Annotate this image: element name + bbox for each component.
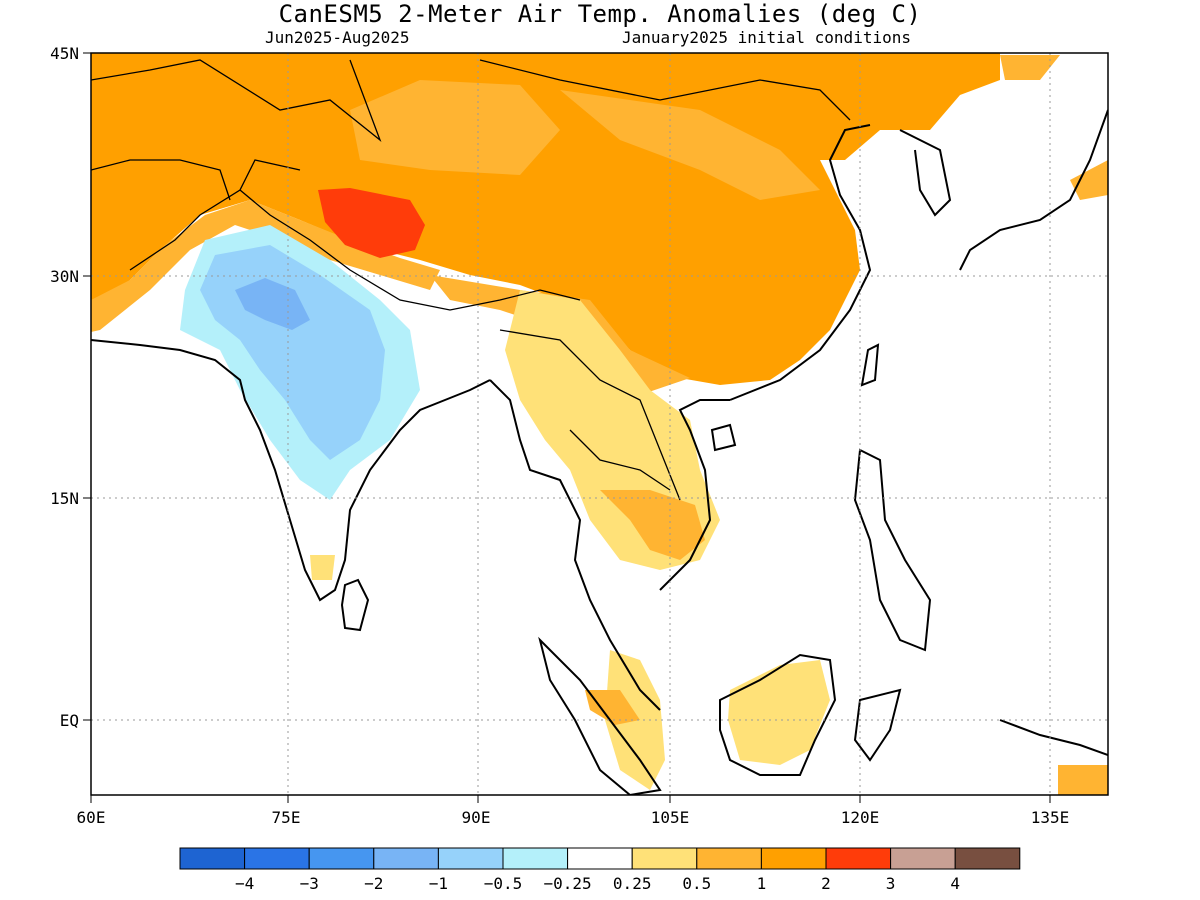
border-himalaya	[239, 189, 581, 311]
colorbar-swatch	[244, 847, 310, 870]
sulawesi-coast	[853, 688, 902, 762]
lon-tick-label: 135E	[1031, 808, 1070, 827]
colorbar-swatch	[437, 847, 504, 870]
colorbar-label: −3	[300, 874, 319, 893]
colorbar-label: −0.25	[544, 874, 592, 893]
colorbar-label: −1	[429, 874, 448, 893]
chart-title: CanESM5 2-Meter Air Temp. Anomalies (deg…	[278, 0, 922, 28]
anomaly-region-05to1-japan2	[1070, 160, 1108, 200]
anomaly-region-025to05-sl	[310, 555, 335, 580]
anomaly-region-025to05-borneo	[728, 660, 830, 765]
anomaly-region-05to1-japan	[1000, 55, 1060, 80]
colorbar-swatch	[179, 847, 246, 870]
border-central-asia	[91, 59, 382, 142]
anomaly-region-2to3	[318, 188, 425, 258]
colorbar-label: 0.25	[613, 874, 652, 893]
anomaly-region-neg1to2	[235, 278, 310, 330]
colorbar-label: 1	[757, 874, 767, 893]
border-mongolia	[479, 59, 851, 121]
colorbar-swatch	[308, 847, 375, 870]
lat-tick-label: 15N	[50, 489, 79, 508]
colorbar-label: −2	[364, 874, 383, 893]
colorbar-swatch	[760, 847, 827, 870]
anomaly-region-1to2	[91, 53, 1000, 385]
sumatra-coast	[538, 636, 662, 795]
anomaly-region-05to1-indochina	[600, 490, 705, 560]
lat-tick-label: 45N	[50, 44, 79, 63]
border-afghanistan	[91, 159, 231, 201]
vietnam-coast	[659, 399, 730, 591]
hainan-coast	[710, 423, 737, 452]
map-frame	[90, 52, 1109, 796]
colorbar: −4 −3 −2 −1 −0.5 −0.25 0.25 0.5 1 2 3 4	[179, 847, 1021, 893]
colorbar-swatch	[373, 847, 439, 870]
indochina-coast	[489, 379, 661, 711]
colorbar-swatch	[890, 847, 956, 870]
lon-tick-label: 60E	[77, 808, 106, 827]
lon-tick-label: 105E	[651, 808, 690, 827]
colorbar-swatch	[825, 847, 892, 870]
initial-conditions: January2025 initial conditions	[622, 28, 911, 47]
anomaly-region-05to1-east	[560, 90, 820, 200]
colorbar-label: 4	[950, 874, 960, 893]
india-coast	[91, 339, 491, 602]
anomaly-region-05to1-newguinea	[1058, 765, 1108, 795]
lon-tick-label: 120E	[841, 808, 880, 827]
lon-tick-label: 75E	[272, 808, 301, 827]
colorbar-swatch	[631, 847, 698, 870]
tick-marks	[83, 52, 1051, 803]
coastlines	[91, 109, 1108, 795]
border-indochina	[499, 329, 681, 501]
lat-tick-label: EQ	[60, 711, 79, 730]
border-pakistan	[129, 159, 301, 271]
anomaly-region-05to1-north	[350, 80, 560, 175]
colorbar-label: −4	[235, 874, 254, 893]
lon-tick-label: 90E	[462, 808, 491, 827]
country-borders	[91, 59, 851, 501]
philippines-coast	[853, 448, 932, 652]
taiwan-coast	[860, 343, 880, 387]
grid-lines	[91, 53, 1108, 795]
borneo-coast	[719, 653, 837, 776]
colorbar-label: 0.5	[682, 874, 711, 893]
china-coast	[729, 124, 872, 401]
colorbar-swatch	[954, 847, 1021, 870]
colorbar-swatch	[502, 847, 569, 870]
srilanka-coast	[340, 578, 370, 632]
colorbar-swatch	[567, 847, 633, 870]
colorbar-label: 2	[821, 874, 831, 893]
colorbar-label: 3	[886, 874, 896, 893]
anomaly-field	[91, 53, 1108, 795]
newguinea-coast	[999, 719, 1108, 756]
border-thailand	[569, 429, 671, 491]
korea-coast	[899, 129, 952, 217]
japan-coast	[959, 109, 1108, 271]
anomaly-region-05to1-malay	[585, 690, 640, 725]
colorbar-swatch	[696, 847, 762, 870]
colorbar-label: −0.5	[484, 874, 523, 893]
lat-tick-label: 30N	[50, 267, 79, 286]
forecast-period: Jun2025-Aug2025	[265, 28, 410, 47]
